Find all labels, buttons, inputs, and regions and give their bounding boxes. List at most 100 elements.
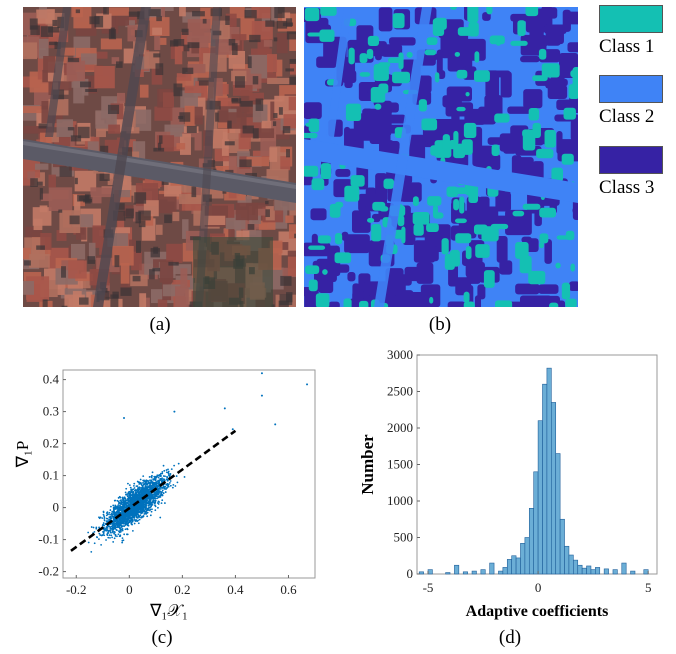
hist-bar (559, 518, 565, 575)
scatter-point (123, 533, 126, 536)
scatter-point (151, 484, 154, 487)
scatter-point (113, 507, 116, 510)
scatter-point (111, 536, 114, 539)
y-tick-label: 500 (394, 530, 414, 545)
scatter-point (161, 489, 164, 492)
hist-bar (454, 564, 460, 575)
scatter-point (148, 493, 151, 496)
scatter-point (155, 476, 158, 479)
scatter-point (140, 498, 142, 500)
scatter-point (156, 474, 159, 477)
scatter-point (176, 481, 179, 484)
scatter-point (159, 479, 161, 482)
scatter-point (153, 502, 156, 505)
hist-bar (515, 557, 521, 575)
scatter-point (113, 531, 116, 534)
scatter-point (121, 541, 124, 544)
scatter-point (118, 495, 121, 498)
scatter-point (93, 542, 96, 545)
scatter-point (144, 503, 147, 506)
scatter-point (148, 486, 151, 489)
scatter-point (105, 512, 108, 514)
scatter-point (141, 493, 143, 496)
legend-label-class-2: Class 2 (599, 106, 655, 127)
y-tick-label: -0.1 (38, 532, 59, 547)
scatter-point (163, 502, 166, 504)
scatter-point (121, 497, 124, 500)
scatter-point (105, 539, 107, 541)
scatter-point (153, 477, 156, 480)
y-tick-label: 0.1 (43, 468, 59, 483)
y-tick-label: -0.2 (38, 564, 59, 579)
caption-b: (b) (428, 314, 452, 335)
scatter-point (121, 528, 123, 531)
scatter-point (132, 490, 135, 493)
scatter-point (143, 479, 146, 482)
scatter-point (134, 491, 137, 494)
scatter-point (141, 505, 144, 507)
scatter-point (107, 532, 110, 534)
hist-bar (542, 383, 548, 575)
scatter-point (141, 502, 144, 505)
scatter-point (146, 515, 149, 518)
scatter-point (129, 511, 132, 514)
scatter-point (134, 520, 137, 522)
scatter-point (129, 517, 132, 519)
scatter-point (119, 527, 122, 530)
scatter-point (157, 506, 159, 509)
scatter-point (140, 516, 142, 519)
hist-bar (528, 508, 534, 575)
scatter-point (223, 407, 226, 410)
x-tick-label: 0.6 (280, 582, 297, 597)
scatter-point (166, 479, 169, 482)
scatter-point (153, 485, 155, 488)
scatter-point (138, 483, 141, 485)
scatter-point (134, 488, 137, 491)
scatter-point (130, 494, 133, 497)
scatter-point (127, 511, 129, 514)
y-axis-label: ∇₁P (13, 441, 32, 469)
scatter-point (128, 503, 130, 506)
scatter-point (157, 476, 160, 479)
scatter-point (146, 483, 149, 486)
scatter-points (87, 372, 309, 553)
scatter-point (87, 531, 90, 534)
scatter-point (126, 528, 129, 531)
hist-bar (498, 570, 504, 575)
scatter-point (142, 509, 145, 512)
scatter-point (105, 520, 108, 523)
scatter-point (121, 522, 124, 525)
scatter-point (159, 496, 162, 498)
scatter-point (129, 519, 132, 522)
scatter-point (155, 482, 158, 485)
scatter-axes-box (62, 369, 316, 579)
scatter-point (107, 530, 110, 533)
scatter-point (150, 505, 153, 507)
scatter-point (121, 520, 124, 523)
scatter-point (113, 532, 116, 535)
scatter-point (163, 487, 166, 490)
hist-bar (564, 545, 570, 575)
scatter-point (136, 512, 139, 515)
hist-bar (427, 569, 433, 575)
scatter-point (90, 526, 93, 528)
scatter-point (125, 520, 128, 523)
scatter-point (122, 501, 125, 503)
scatter-point (126, 505, 128, 508)
scatter-point (143, 480, 146, 483)
scatter-point (161, 499, 164, 502)
scatter-point (133, 517, 136, 519)
classification-map (304, 7, 578, 307)
scatter-point (166, 476, 169, 479)
scatter-point (123, 513, 126, 516)
scatter-point (87, 541, 90, 544)
y-tick-label: 1000 (387, 493, 413, 508)
scatter-point (139, 478, 142, 481)
scatter-point (103, 515, 105, 517)
scatter-point (142, 492, 145, 495)
scatter-point (147, 491, 149, 494)
scatter-point (120, 507, 123, 510)
scatter-point (108, 511, 111, 514)
scatter-point (143, 513, 146, 515)
hist-bar (630, 570, 636, 575)
